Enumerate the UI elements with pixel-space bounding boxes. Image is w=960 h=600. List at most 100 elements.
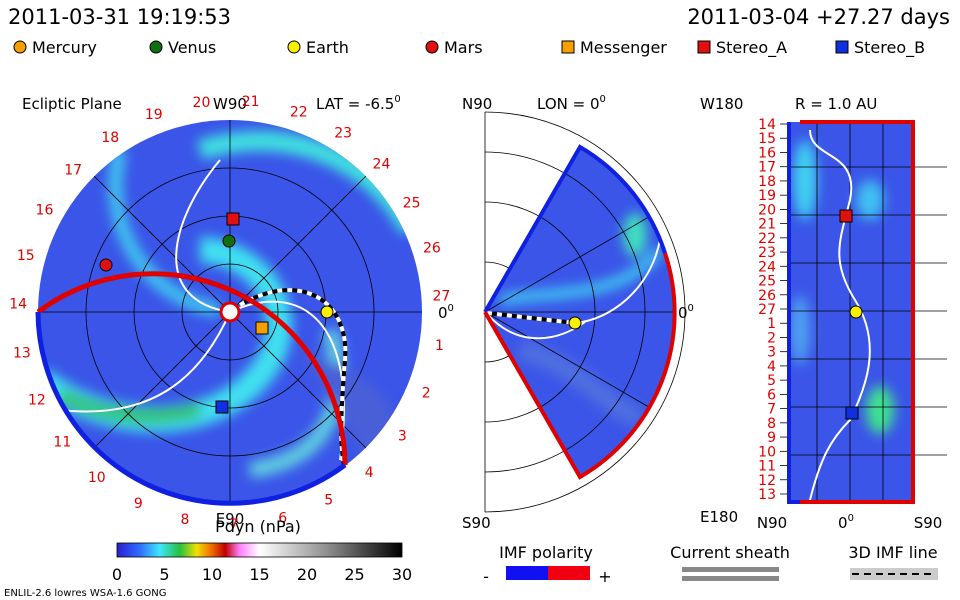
sheath-swatch (682, 567, 779, 572)
rotation-label: 12 (28, 393, 46, 409)
body-marker (425, 40, 439, 54)
colorbar-label: Pdyn (nPa) (215, 517, 301, 536)
imf-line-label: 3D IMF line (848, 543, 937, 562)
colorbar-ticks: 0 5 10 15 20 25 30 (112, 565, 412, 584)
body-marker (845, 406, 859, 420)
rotation-label: 9 (767, 430, 776, 446)
radial-panel: W180 R = 1.0 AU E180 N90 00 S90 14151617… (700, 95, 947, 532)
rotation-label: 12 (758, 473, 776, 489)
legend: Mercury Venus Earth Mars Messenger Stereo_A St… (13, 38, 925, 58)
legend-label: Stereo_A (716, 38, 787, 58)
rotation-label: 20 (758, 202, 776, 218)
rotation-label: 27 (432, 289, 450, 305)
body-marker (287, 40, 301, 54)
colorbar-tick-label: 15 (249, 565, 269, 584)
imf-minus: - (483, 567, 489, 586)
imf-label: IMF polarity (499, 543, 593, 562)
rotation-label: 1 (767, 316, 776, 332)
colorbar-tick-label: 5 (159, 565, 169, 584)
body-marker (835, 40, 849, 54)
rotation-label: 23 (758, 245, 776, 261)
rotation-label: 22 (758, 231, 776, 247)
colorbar (116, 542, 403, 558)
x-label: N90 (757, 514, 787, 532)
sim-time: 2011-03-31 19:19:53 (8, 5, 231, 29)
axis-top: N90 (462, 95, 492, 113)
rotation-label: 4 (365, 465, 374, 481)
imf-negative (506, 566, 548, 580)
body-marker (255, 321, 269, 335)
body-marker (849, 305, 863, 319)
carrington-labels: 1415161718192021222324252627123456789101… (758, 117, 787, 503)
legend-label: Messenger (580, 38, 667, 57)
rotation-label: 11 (53, 435, 71, 451)
rotation-label: 8 (767, 416, 776, 432)
axis-top: W180 (700, 95, 743, 113)
rotation-label: 20 (193, 95, 211, 111)
colorbar-tick-label: 25 (344, 565, 364, 584)
rotation-label: 6 (767, 387, 776, 403)
body-marker (215, 400, 229, 414)
rotation-label: 14 (758, 117, 776, 133)
rotation-label: 26 (758, 288, 776, 304)
rotation-label: 24 (758, 259, 776, 275)
colorbar-tick-label: 20 (297, 565, 317, 584)
rotation-label: 27 (758, 302, 776, 318)
rotation-label: 24 (373, 157, 391, 173)
axis-bottom: S90 (462, 514, 491, 532)
rotation-label: 3 (767, 345, 776, 361)
rotation-label: 14 (9, 297, 27, 313)
body-marker (320, 305, 334, 319)
rotation-label: 7 (767, 402, 776, 418)
rotation-label: 15 (758, 131, 776, 147)
bodies (99, 209, 863, 420)
imf-plus: + (598, 567, 611, 586)
body-marker (149, 40, 163, 54)
body-marker (568, 316, 582, 330)
body-marker (697, 40, 711, 54)
axis-bottom: E180 (700, 508, 738, 526)
rotation-label: 13 (13, 346, 31, 362)
rotation-label: 25 (403, 196, 421, 212)
body-marker (226, 212, 240, 226)
rotation-label: 5 (324, 493, 333, 509)
meridional-panel: N90 LON = 00 S90 00 (462, 94, 694, 532)
rotation-label: 26 (423, 240, 441, 256)
rotation-label: 2 (767, 330, 776, 346)
rotation-label: 21 (242, 94, 260, 110)
legend-label: Mercury (32, 38, 97, 57)
colorbar-tick-label: 0 (112, 565, 122, 584)
rotation-label: 1 (435, 338, 444, 354)
latitude: LAT = -6.50 (316, 94, 401, 113)
rotation-label: 10 (758, 444, 776, 460)
rotation-label: 9 (134, 496, 143, 512)
rotation-label: 16 (36, 202, 54, 218)
rotation-label: 17 (64, 162, 82, 178)
x-label: 00 (838, 513, 854, 532)
rotation-label: 15 (17, 248, 35, 264)
rotation-label: 13 (758, 487, 776, 503)
colorbar-tick-label: 10 (202, 565, 222, 584)
x-label: S90 (914, 514, 943, 532)
colorbar-tick-label: 30 (392, 565, 412, 584)
rotation-label: 7 (229, 517, 238, 533)
rotation-label: 3 (398, 428, 407, 444)
legend-label: Mars (444, 38, 483, 57)
body-marker (99, 258, 113, 272)
rotation-label: 22 (290, 104, 308, 120)
rotation-label: 17 (758, 160, 776, 176)
axis-right: 00 (438, 303, 454, 322)
body-marker (839, 209, 853, 223)
rotation-label: 11 (758, 459, 776, 475)
rotation-label: 6 (278, 510, 287, 526)
axis-top: W90 (213, 95, 247, 113)
legend-label: Venus (168, 38, 216, 57)
sheath-swatch (682, 576, 779, 581)
run-start: 2011-03-04 +27.27 days (687, 5, 950, 29)
rotation-label: 19 (758, 188, 776, 204)
imf-positive (548, 566, 590, 580)
rotation-label: 21 (758, 217, 776, 233)
model-version: ENLIL-2.6 lowres WSA-1.6 GONG (4, 588, 167, 599)
